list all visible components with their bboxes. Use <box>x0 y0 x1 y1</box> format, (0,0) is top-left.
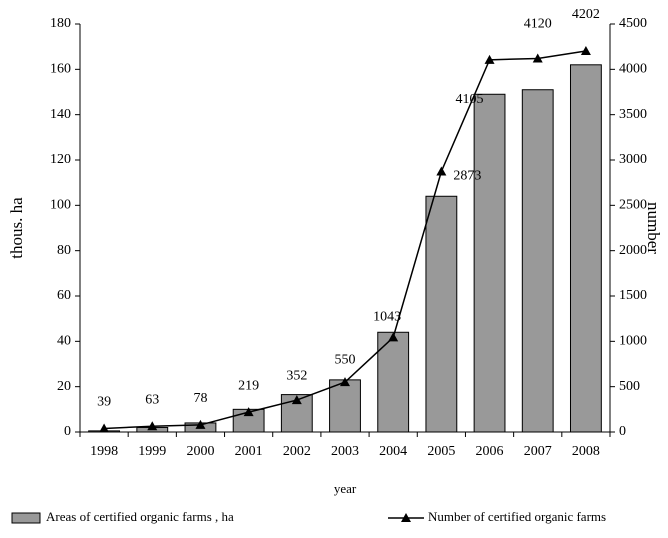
bar <box>521 89 554 433</box>
x-axis-label: year <box>334 481 357 496</box>
y-tick-label: 40 <box>57 334 71 349</box>
x-tick-label: 2008 <box>572 444 600 459</box>
y-axis-label: thous. ha <box>7 197 26 259</box>
data-label: 4120 <box>524 17 552 32</box>
y-tick-label: 100 <box>50 198 71 213</box>
y2-tick-label: 1000 <box>619 334 647 349</box>
data-label: 352 <box>286 368 307 383</box>
x-tick-label: 2002 <box>283 444 311 459</box>
x-tick-label: 1998 <box>90 444 118 459</box>
y-tick-label: 80 <box>57 243 71 258</box>
y-tick-label: 120 <box>50 152 71 167</box>
y2-tick-label: 0 <box>619 424 626 439</box>
data-label: 550 <box>335 352 356 367</box>
x-tick-label: 2003 <box>331 444 359 459</box>
bar <box>377 331 410 433</box>
y2-tick-label: 3500 <box>619 107 647 122</box>
x-tick-label: 1999 <box>138 444 166 459</box>
x-tick-label: 2000 <box>186 444 214 459</box>
marker <box>580 46 591 56</box>
y-tick-label: 60 <box>57 288 71 303</box>
y2-tick-label: 2000 <box>619 243 647 258</box>
x-tick-label: 2004 <box>379 444 407 459</box>
x-tick-label: 2007 <box>524 444 552 459</box>
y2-tick-label: 4000 <box>619 62 647 77</box>
x-tick-label: 2006 <box>476 444 504 459</box>
y2-tick-label: 500 <box>619 379 640 394</box>
legend-label: Areas of certified organic farms , ha <box>46 509 234 524</box>
y-tick-label: 180 <box>50 16 71 31</box>
y2-tick-label: 1500 <box>619 288 647 303</box>
legend-marker <box>401 513 411 522</box>
data-label: 4105 <box>456 92 484 107</box>
y2-tick-label: 3000 <box>619 152 647 167</box>
marker <box>291 395 302 405</box>
y2-tick-label: 2500 <box>619 198 647 213</box>
data-label: 1043 <box>373 310 401 325</box>
data-label: 219 <box>238 378 259 393</box>
marker <box>147 421 158 431</box>
data-label: 4202 <box>572 7 600 22</box>
y2-tick-label: 4500 <box>619 16 647 31</box>
bar <box>425 195 458 433</box>
y-tick-label: 160 <box>50 62 71 77</box>
data-label: 2873 <box>453 169 481 184</box>
line <box>104 50 587 430</box>
marker <box>484 54 495 64</box>
bar <box>473 93 506 433</box>
data-label: 39 <box>97 395 111 410</box>
legend-label: Number of certified organic farms <box>428 509 606 524</box>
y2-axis-label: number <box>644 202 663 254</box>
marker <box>99 423 110 433</box>
x-tick-label: 2001 <box>235 444 263 459</box>
marker <box>340 377 350 387</box>
marker <box>436 166 447 176</box>
y-tick-label: 20 <box>57 379 71 394</box>
x-tick-label: 2005 <box>427 444 455 459</box>
y-tick-label: 0 <box>64 424 71 439</box>
bar <box>569 64 602 433</box>
legend-swatch <box>11 512 41 524</box>
marker <box>195 419 206 429</box>
data-label: 78 <box>193 391 207 406</box>
marker <box>388 332 399 342</box>
y-tick-label: 140 <box>50 107 71 122</box>
marker <box>532 53 543 63</box>
marker <box>243 407 254 417</box>
bar <box>329 379 361 433</box>
data-label: 63 <box>145 393 159 408</box>
